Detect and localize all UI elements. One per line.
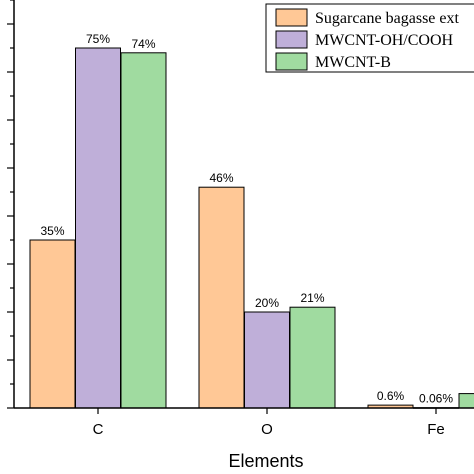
data-label-o-sugarcane-bagasse-ext: 46% [209,171,233,185]
data-label-o-mwcnt-oh-cooh: 20% [255,296,279,310]
legend-label-mwcnt-b: MWCNT-B [315,54,391,71]
data-label-o-mwcnt-b: 21% [300,291,324,305]
data-label-fe-mwcnt-oh-cooh: 0.06% [419,392,453,406]
x-tick-label-c: C [93,421,104,438]
x-axis-title: Elements [228,451,303,471]
y-ticks [7,0,14,409]
axes-layer [13,0,474,409]
legend-swatch-mwcnt-oh-cooh [275,30,308,49]
x-tick-label-o: O [261,421,273,438]
legend: Sugarcane bagasse ext MWCNT-OH/COOH MWCN… [265,3,474,73]
bar-c-mwcnt-oh-cooh [75,47,121,409]
bar-o-mwcnt-b [289,306,336,409]
data-label-c-mwcnt-oh-cooh: 75% [86,32,110,46]
legend-swatch-mwcnt-b [275,52,308,71]
bars-layer [29,47,474,409]
data-label-c-sugarcane-bagasse-ext: 35% [40,224,64,238]
data-label-fe-sugarcane-bagasse-ext: 0.6% [377,389,405,403]
bar-labels-layer: 35%75%74%46%20%21%0.6%0.06%3 [40,32,453,406]
bar-o-sugarcane-bagasse-ext [198,186,245,409]
bar-o-mwcnt-oh-cooh [244,311,290,409]
x-ticks: C O Fe [93,408,445,438]
x-tick-label-fe: Fe [427,421,445,438]
bar-c-sugarcane-bagasse-ext [29,239,76,409]
legend-swatch-sugarcane [275,8,308,27]
bar-fe-mwcnt-b [458,393,474,409]
bar-c-mwcnt-b [120,52,167,409]
legend-label-mwcnt-oh-cooh: MWCNT-OH/COOH [315,32,454,49]
data-label-c-mwcnt-b: 74% [131,37,155,51]
legend-label-sugarcane: Sugarcane bagasse ext [315,10,459,27]
